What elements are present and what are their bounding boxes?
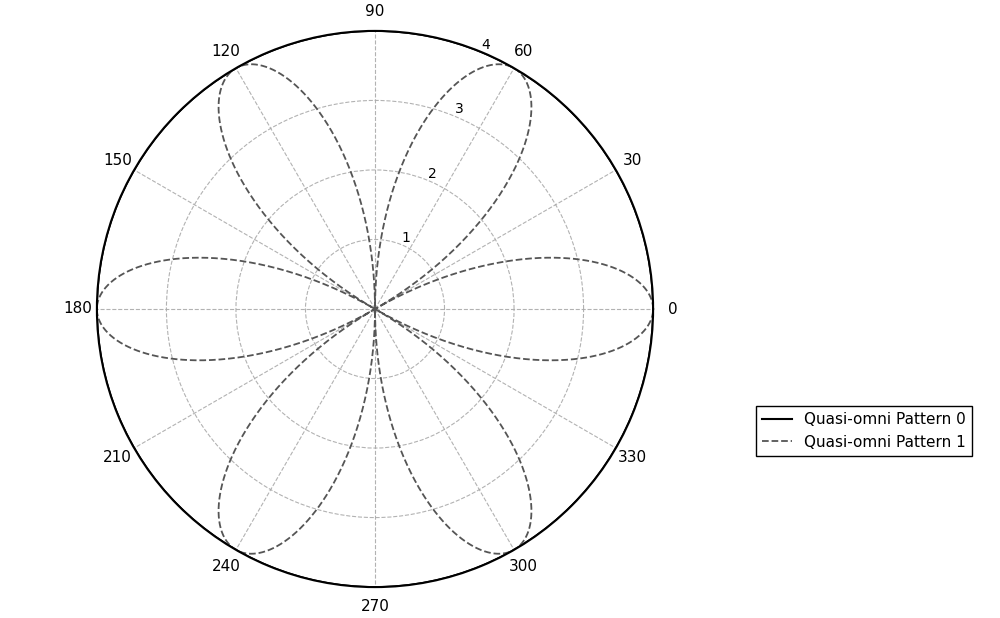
Quasi-omni Pattern 0 <box>318 32 330 40</box>
Quasi-omni Pattern 1 <box>369 305 381 313</box>
Quasi-omni Pattern 0 <box>599 462 611 469</box>
Quasi-omni Pattern 0 <box>431 34 443 41</box>
Quasi-omni Pattern 1 <box>342 161 354 168</box>
Quasi-omni Pattern 1 <box>282 373 294 380</box>
Quasi-omni Pattern 1 <box>647 307 659 314</box>
Quasi-omni Pattern 1 <box>407 137 419 145</box>
Quasi-omni Pattern 0 <box>647 305 659 313</box>
Quasi-omni Pattern 1 <box>418 339 430 346</box>
Quasi-omni Pattern 0 <box>169 498 181 506</box>
Quasi-omni Pattern 1 <box>647 305 659 313</box>
Quasi-omni Pattern 0 <box>149 475 161 483</box>
Legend: Quasi-omni Pattern 0, Quasi-omni Pattern 1: Quasi-omni Pattern 0, Quasi-omni Pattern… <box>756 406 972 456</box>
Quasi-omni Pattern 0 <box>647 305 659 313</box>
Quasi-omni Pattern 1 <box>647 305 659 313</box>
Quasi-omni Pattern 0 <box>647 307 659 314</box>
Line: Quasi-omni Pattern 1: Quasi-omni Pattern 1 <box>97 64 653 554</box>
Line: Quasi-omni Pattern 0: Quasi-omni Pattern 0 <box>97 31 653 587</box>
Quasi-omni Pattern 1 <box>235 435 247 442</box>
